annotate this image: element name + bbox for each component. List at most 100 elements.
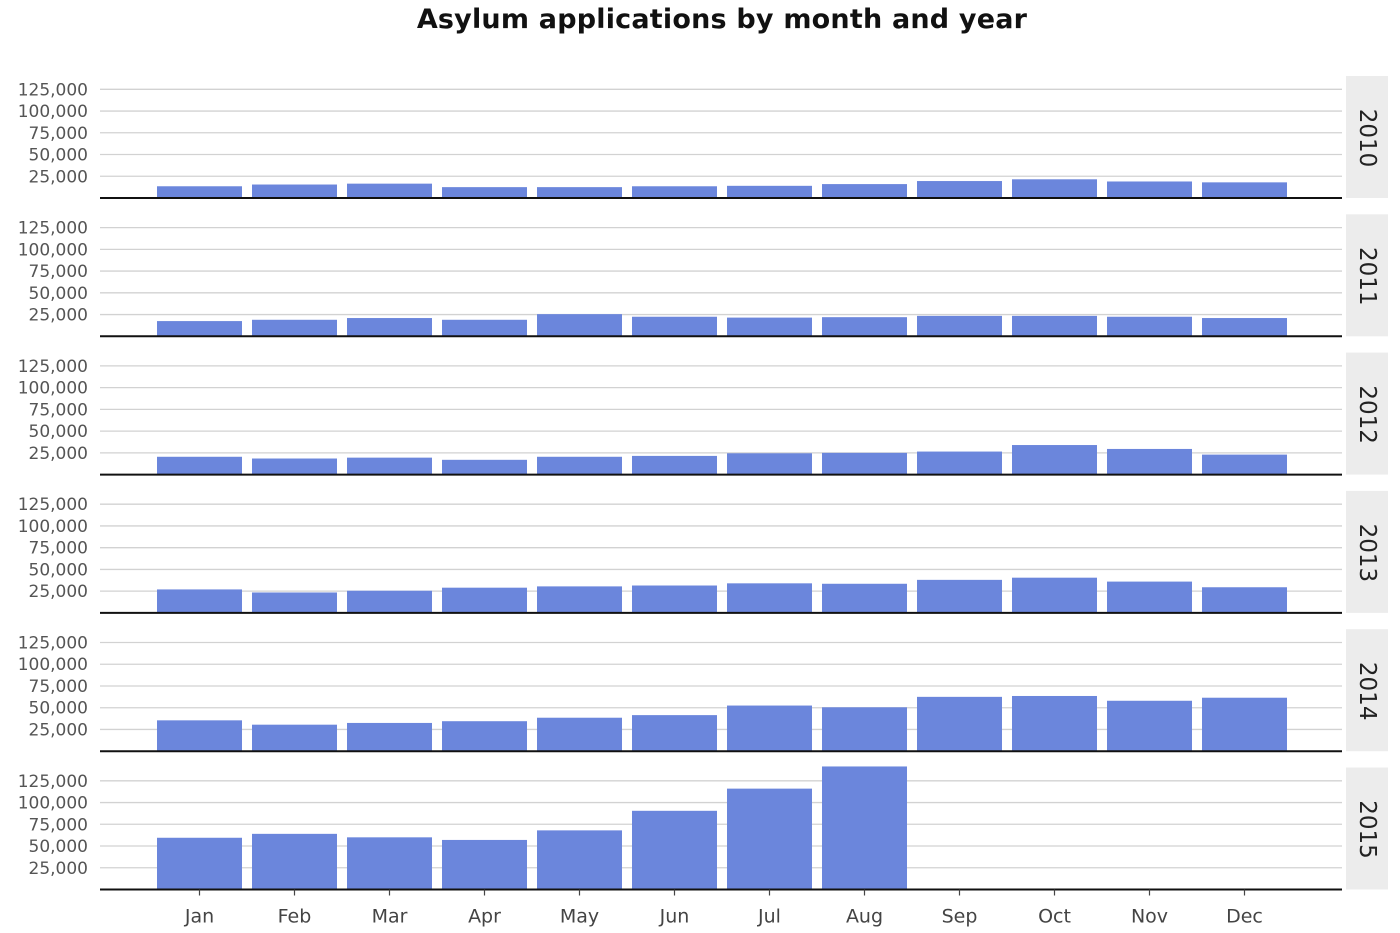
x-tick-label-feb: Feb [278, 906, 312, 928]
bar-2013-dec [1202, 587, 1287, 613]
bar-2011-jan [157, 321, 242, 337]
bar-2012-oct [1012, 445, 1097, 475]
bar-2011-dec [1202, 318, 1287, 337]
bar-2014-jun [632, 715, 717, 752]
y-tick-label: 50,000 [29, 560, 88, 580]
bar-2011-feb [252, 319, 337, 337]
y-tick-label: 100,000 [18, 102, 88, 122]
bar-2010-jan [157, 186, 242, 198]
bar-2013-sep [917, 579, 1002, 613]
bar-2012-jun [632, 455, 717, 475]
bar-2010-dec [1202, 182, 1287, 198]
y-tick-label: 75,000 [29, 262, 88, 282]
y-tick-label: 125,000 [18, 357, 88, 377]
bar-2013-feb [252, 592, 337, 613]
y-tick-label: 25,000 [29, 167, 88, 187]
y-tick-label: 125,000 [18, 219, 88, 239]
x-tick-label-nov: Nov [1131, 906, 1168, 928]
y-tick-label: 25,000 [29, 444, 88, 464]
chart-title: Asylum applications by month and year [416, 4, 1028, 35]
facet-strip [1346, 214, 1388, 337]
y-tick-label: 50,000 [29, 422, 88, 442]
y-tick-label: 50,000 [29, 146, 88, 166]
bar-2012-dec [1202, 454, 1287, 475]
bar-2014-aug [822, 707, 907, 752]
bar-2011-mar [347, 318, 432, 337]
bar-2014-jan [157, 720, 242, 752]
bar-2015-apr [442, 839, 527, 890]
bar-2012-apr [442, 459, 527, 475]
y-tick-label: 75,000 [29, 677, 88, 697]
bar-2015-jul [727, 788, 812, 890]
bar-2013-aug [822, 583, 907, 613]
facet-strip [1346, 629, 1388, 752]
bar-2014-may [537, 717, 622, 752]
bar-2010-aug [822, 184, 907, 198]
bar-2015-may [537, 830, 622, 890]
y-tick-label: 50,000 [29, 699, 88, 719]
y-tick-label: 100,000 [18, 655, 88, 675]
bar-2014-apr [442, 721, 527, 752]
y-tick-label: 75,000 [29, 400, 88, 420]
bar-2010-jul [727, 185, 812, 198]
y-tick-label: 75,000 [29, 815, 88, 835]
bar-2011-may [537, 314, 622, 337]
y-tick-label: 50,000 [29, 837, 88, 857]
bar-2015-jun [632, 810, 717, 890]
y-tick-label: 100,000 [18, 794, 88, 814]
bar-2011-aug [822, 317, 907, 337]
bar-2013-jan [157, 589, 242, 613]
bar-2012-mar [347, 457, 432, 475]
bar-2012-sep [917, 451, 1002, 475]
bar-2013-oct [1012, 577, 1097, 613]
bar-2013-may [537, 586, 622, 613]
bar-2014-mar [347, 722, 432, 752]
y-tick-label: 50,000 [29, 284, 88, 304]
bar-2010-jun [632, 186, 717, 198]
bar-2014-oct [1012, 695, 1097, 752]
x-tick-label-jul: Jul [757, 906, 781, 928]
y-tick-label: 125,000 [18, 772, 88, 792]
bar-2013-jul [727, 583, 812, 613]
y-tick-label: 125,000 [18, 80, 88, 100]
bar-2010-feb [252, 184, 337, 198]
y-tick-label: 125,000 [18, 495, 88, 515]
y-tick-label: 25,000 [29, 859, 88, 879]
bar-2015-jan [157, 837, 242, 890]
bar-2012-aug [822, 452, 907, 475]
bar-2015-aug [822, 766, 907, 890]
x-tick-label-apr: Apr [468, 906, 501, 928]
y-tick-label: 100,000 [18, 379, 88, 399]
bar-2011-jun [632, 316, 717, 337]
bar-2011-oct [1012, 315, 1097, 337]
y-tick-label: 100,000 [18, 240, 88, 260]
bar-2011-jul [727, 317, 812, 337]
bar-2010-nov [1107, 181, 1192, 198]
bar-2014-feb [252, 724, 337, 752]
facet-label-2013: 2013 [1354, 524, 1380, 583]
facet-label-2014: 2014 [1354, 662, 1380, 721]
y-tick-label: 125,000 [18, 634, 88, 654]
facet-strip [1346, 352, 1388, 475]
x-tick-label-jan: Jan [184, 906, 214, 928]
bar-2012-feb [252, 458, 337, 475]
bar-2014-sep [917, 696, 1002, 752]
bar-2012-nov [1107, 448, 1192, 475]
bar-2013-nov [1107, 581, 1192, 613]
bar-2011-nov [1107, 316, 1192, 337]
y-tick-label: 75,000 [29, 539, 88, 559]
x-tick-label-dec: Dec [1226, 906, 1263, 928]
y-tick-label: 25,000 [29, 720, 88, 740]
bar-2010-may [537, 187, 622, 198]
bar-2011-apr [442, 319, 527, 337]
x-tick-label-may: May [560, 906, 599, 928]
facet-label-2011: 2011 [1354, 247, 1380, 306]
x-tick-label-aug: Aug [846, 906, 883, 928]
bar-2014-dec [1202, 697, 1287, 752]
bar-2013-jun [632, 585, 717, 613]
bar-2011-sep [917, 315, 1002, 337]
y-tick-label: 25,000 [29, 582, 88, 602]
